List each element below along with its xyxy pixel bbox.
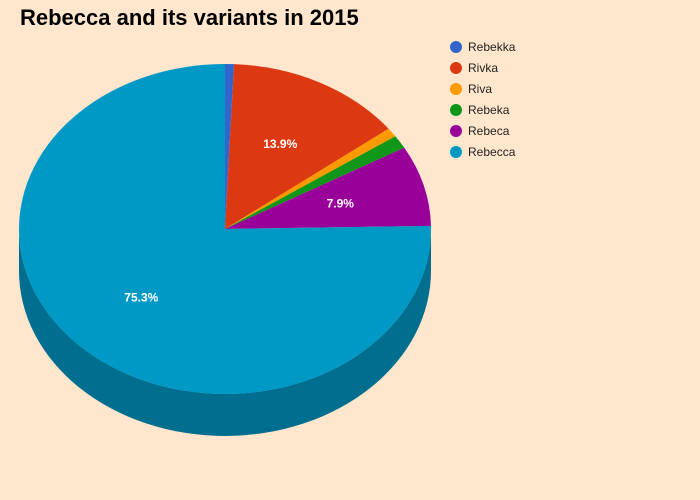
pie-tops <box>19 64 432 394</box>
legend-item-rivka[interactable]: Rivka <box>450 57 515 78</box>
legend-item-riva[interactable]: Riva <box>450 78 515 99</box>
pie-labels: 13.9% 7.9% 75.3% <box>124 137 354 304</box>
pie-slice-rebekka[interactable] <box>225 64 235 229</box>
legend-label: Rebecca <box>468 144 516 159</box>
pie-sides <box>19 229 431 436</box>
pie-slice-riva[interactable] <box>225 128 396 229</box>
legend-label: Rebekka <box>468 39 516 54</box>
legend-label: Rivka <box>468 60 499 75</box>
pie-slice-rebeka[interactable] <box>225 136 405 229</box>
legend-swatch <box>450 124 462 137</box>
legend-swatch <box>450 103 462 116</box>
slice-label-rivka: 13.9% <box>263 137 297 151</box>
legend-swatch <box>450 82 462 95</box>
legend-label: Rebeka <box>468 102 510 117</box>
chart-title: Rebecca and its variants in 2015 <box>20 5 359 30</box>
legend-item-rebekka[interactable]: Rebekka <box>450 36 515 57</box>
legend-item-rebeka[interactable]: Rebeka <box>450 99 515 120</box>
legend-swatch <box>450 40 462 53</box>
slice-label-rebecca: 75.3% <box>124 290 158 304</box>
legend: Rebekka Rivka Riva Rebeka Rebeca Rebecca <box>450 36 515 162</box>
slice-label-rebeca: 7.9% <box>327 197 355 211</box>
legend-swatch <box>450 61 462 74</box>
pie-side-rebecca <box>19 229 431 436</box>
legend-label: Rebeca <box>468 123 510 138</box>
legend-item-rebecca[interactable]: Rebecca <box>450 141 515 162</box>
pie-slice-rebeca[interactable] <box>225 147 431 229</box>
legend-swatch <box>450 145 462 158</box>
legend-label: Riva <box>468 81 493 96</box>
legend-item-rebeca[interactable]: Rebeca <box>450 120 515 141</box>
pie-slice-rivka[interactable] <box>225 64 389 229</box>
pie-slice-rebecca[interactable] <box>19 64 432 394</box>
